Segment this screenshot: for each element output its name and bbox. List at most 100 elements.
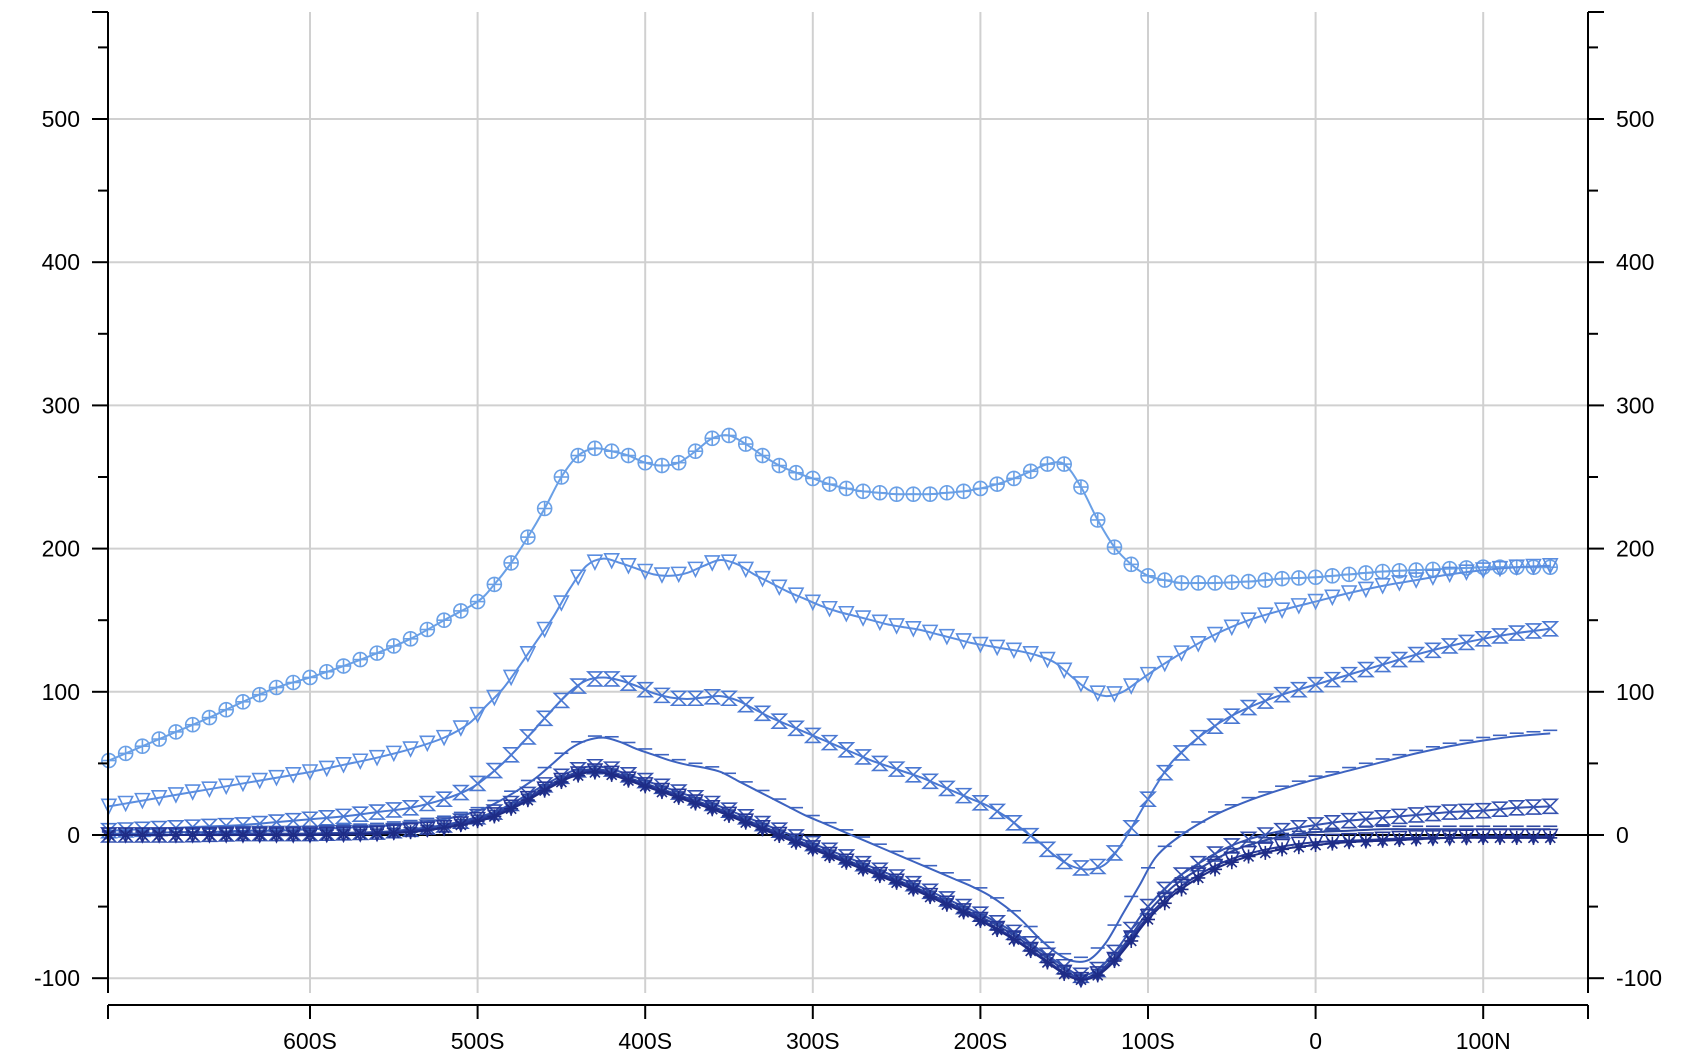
marker-star-d2 [1192,872,1204,884]
marker-hourglass [1306,676,1325,693]
marker-circle-plus [318,663,335,680]
marker-star-d2 [1444,832,1456,844]
marker-star-d2 [1092,969,1104,981]
marker-triangle-down [167,787,185,804]
marker-hourglass [1289,681,1308,698]
marker-star [1291,840,1306,855]
marker-hourglass [384,802,403,818]
marker-triangle-down [217,778,235,796]
marker-circle-plus [587,440,603,457]
marker-hourglass [602,671,621,687]
marker-hourglass [1491,801,1509,818]
marker-star-d2 [740,817,752,829]
marker-star-d2 [1259,847,1271,859]
marker-circle-plus [369,645,385,661]
marker-hourglass [753,705,772,722]
marker-triangle-down [402,741,419,758]
marker-circle-plus [1089,512,1106,528]
marker-star [1409,832,1424,847]
x-tick-label: 500S [451,1028,505,1054]
marker-star [1425,831,1440,846]
marker-triangle-down [1357,581,1375,599]
marker-star-d2 [153,829,165,841]
marker-star-d2 [354,828,366,840]
marker-triangle-down [787,587,805,604]
marker-triangle-down [1407,572,1425,589]
x-tick-label: 0 [1309,1028,1322,1054]
marker-star-d2 [1527,832,1540,844]
marker-circle-plus [1224,574,1240,591]
marker-circle-plus [134,738,151,755]
marker-triangle-down [519,646,537,663]
marker-hourglass [770,713,789,729]
marker-star [872,869,887,884]
marker-circle-plus [1190,575,1207,591]
marker-triangle-down [1374,831,1391,849]
marker-star [1459,830,1474,845]
marker-hourglass [1105,845,1124,861]
marker-star-d2 [237,829,249,841]
marker-star-d2 [958,906,970,918]
marker-hourglass [552,692,571,709]
marker-star-d2 [287,829,299,841]
marker-triangle-down [871,614,889,632]
marker-star [906,882,921,897]
marker-star-d2 [1008,933,1020,946]
marker-star-d2 [1058,968,1070,980]
marker-triangle-down [1391,575,1408,592]
marker-star-d2 [555,776,567,788]
marker-star [1057,966,1072,981]
marker-triangle-down [1391,830,1408,848]
marker-star [403,825,418,840]
marker-triangle-down [1340,832,1358,850]
marker-circle-plus [888,486,905,502]
marker-star-d2 [1377,835,1389,847]
marker-triangle-down [804,594,822,612]
y-tick-label-right: -100 [1616,965,1662,991]
marker-triangle-down [1508,828,1526,846]
y-tick-label-left: 200 [42,536,80,562]
tick-labels: -100 -100 0 0 100 100 200 200 300 300 400 400 500 500… [34,106,1662,1054]
marker-star [1358,834,1373,849]
marker-triangle-down [1340,585,1358,602]
marker-circle-plus [469,593,486,610]
marker-circle-plus [989,476,1005,492]
marker-star-d2 [455,819,467,831]
marker-circle-plus [285,674,302,691]
marker-triangle-down [553,595,570,612]
marker-star-d2 [187,829,199,841]
marker-circle-plus [268,679,285,696]
marker-hourglass [803,727,822,744]
gridlines [108,12,1588,993]
marker-circle-plus [721,427,737,444]
marker-triangle-down [335,757,352,774]
marker-star-d2 [823,850,836,862]
marker-star [621,773,636,788]
marker-circle-plus [302,669,318,686]
marker-hourglass [1139,791,1157,808]
marker-triangle-down [1189,636,1207,653]
marker-triangle-down [301,764,319,781]
marker-triangle-down [469,706,486,724]
y-tick-label-left: 100 [42,679,80,705]
marker-hourglass [1474,802,1493,819]
marker-star [1006,932,1021,947]
marker-hourglass [1189,729,1208,746]
marker-circle-plus [1240,573,1257,590]
marker-star-d2 [622,775,635,787]
marker-triangle-down [486,689,503,707]
marker-triangle-down [1139,666,1157,684]
marker-star-d2 [488,810,500,822]
marker-triangle-down [670,566,688,584]
marker-triangle-down [1541,557,1559,575]
marker-triangle-down [1156,655,1174,673]
marker-circle-plus [385,638,402,654]
marker-circle-plus [1073,479,1089,495]
marker-circle-plus [1408,562,1424,578]
marker-circle-plus [1123,556,1140,573]
y-tick-label-right: 100 [1616,679,1654,705]
marker-star [303,828,317,842]
marker-hourglass [971,794,990,811]
marker-triangle-down [1491,828,1509,846]
